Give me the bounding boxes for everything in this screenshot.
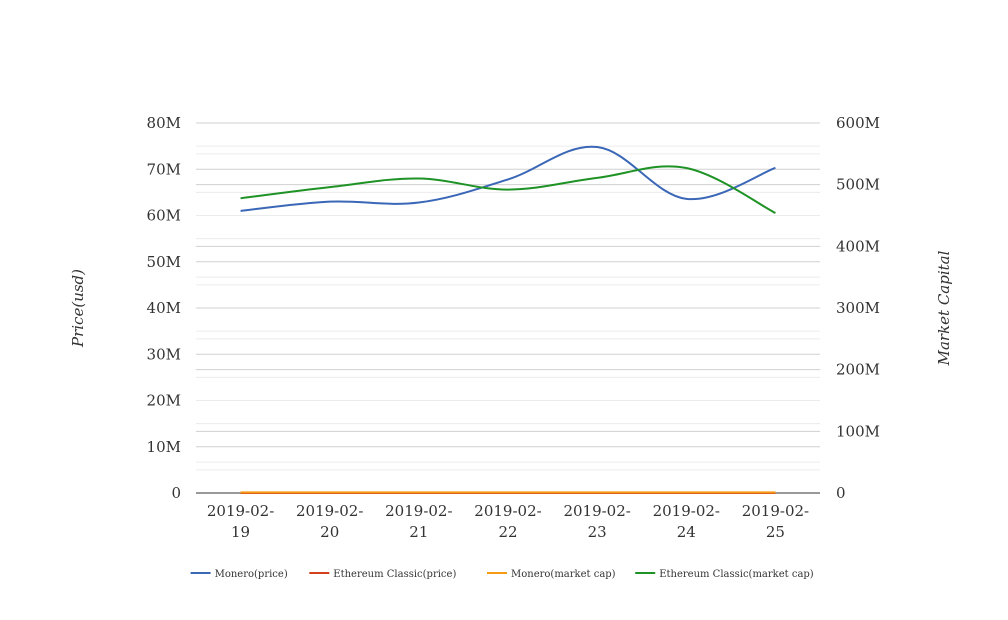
legend-label: Monero(price) <box>215 569 288 580</box>
legend-label: Ethereum Classic(market cap) <box>659 569 814 580</box>
y-right-tick-label: 400M <box>836 237 880 255</box>
y-right-tick-label: 300M <box>836 299 880 317</box>
x-tick-label-line: 20 <box>320 523 339 541</box>
series-line-monero-price <box>240 145 776 212</box>
series-line-ethereum-classic-market-cap <box>240 165 776 214</box>
series-lines <box>240 145 776 495</box>
y-axis-right-title: Market Capital <box>935 250 953 366</box>
x-tick-label-line: 22 <box>498 523 517 541</box>
x-tick-label-line: 2019-02- <box>653 502 720 520</box>
legend: Monero(price) Ethereum Classic(price) Mone… <box>190 569 814 580</box>
y-right-tick-label: 0 <box>836 484 846 502</box>
y-left-tick-label: 50M <box>147 253 181 271</box>
y-right-tick-label: 500M <box>836 176 880 194</box>
x-tick-label-line: 19 <box>231 523 250 541</box>
legend-item: Monero(price) <box>190 569 288 580</box>
x-tick-label-line: 2019-02- <box>563 502 630 520</box>
legend-item: Ethereum Classic(market cap) <box>635 569 814 580</box>
x-tick-label-line: 25 <box>766 523 785 541</box>
y-left-tick-label: 30M <box>147 345 181 363</box>
x-tick-label-line: 24 <box>677 523 696 541</box>
y-right-tick-label: 600M <box>836 114 880 132</box>
axes: 0 10M 20M 30M 40M 50M 60M 70M 80M 0 100M 200M 300M 40… <box>147 114 880 541</box>
x-tick-label-line: 23 <box>588 523 607 541</box>
x-tick-label: 2019-02- 21 <box>385 502 452 541</box>
gridlines <box>196 122 820 471</box>
y-left-tick-label: 20M <box>147 392 181 410</box>
y-axis-left-title: Price(usd) <box>69 269 87 348</box>
x-tick-label: 2019-02- 20 <box>296 502 363 541</box>
x-tick-label-line: 2019-02- <box>742 502 809 520</box>
y-left-tick-label: 10M <box>147 438 181 456</box>
x-tick-label: 2019-02- 23 <box>563 502 630 541</box>
y-right-tick-label: 100M <box>836 422 880 440</box>
legend-item: Ethereum Classic(price) <box>309 569 456 580</box>
x-tick-label-line: 2019-02- <box>474 502 541 520</box>
legend-label: Monero(market cap) <box>511 569 616 580</box>
x-tick-label-line: 2019-02- <box>207 502 274 520</box>
y-left-tick-label: 0 <box>171 484 181 502</box>
x-tick-label: 2019-02- 24 <box>653 502 720 541</box>
y-left-tick-label: 40M <box>147 299 181 317</box>
x-tick-label-line: 2019-02- <box>385 502 452 520</box>
legend-item: Monero(market cap) <box>487 569 616 580</box>
y-right-tick-label: 200M <box>836 361 880 379</box>
x-tick-label-line: 21 <box>409 523 428 541</box>
x-tick-label: 2019-02- 22 <box>474 502 541 541</box>
x-tick-label-line: 2019-02- <box>296 502 363 520</box>
x-tick-label: 2019-02- 19 <box>207 502 274 541</box>
y-left-tick-label: 60M <box>147 207 181 225</box>
y-left-tick-label: 70M <box>147 160 181 178</box>
x-tick-label: 2019-02- 25 <box>742 502 809 541</box>
legend-label: Ethereum Classic(price) <box>333 569 456 580</box>
y-left-tick-label: 80M <box>147 114 181 132</box>
